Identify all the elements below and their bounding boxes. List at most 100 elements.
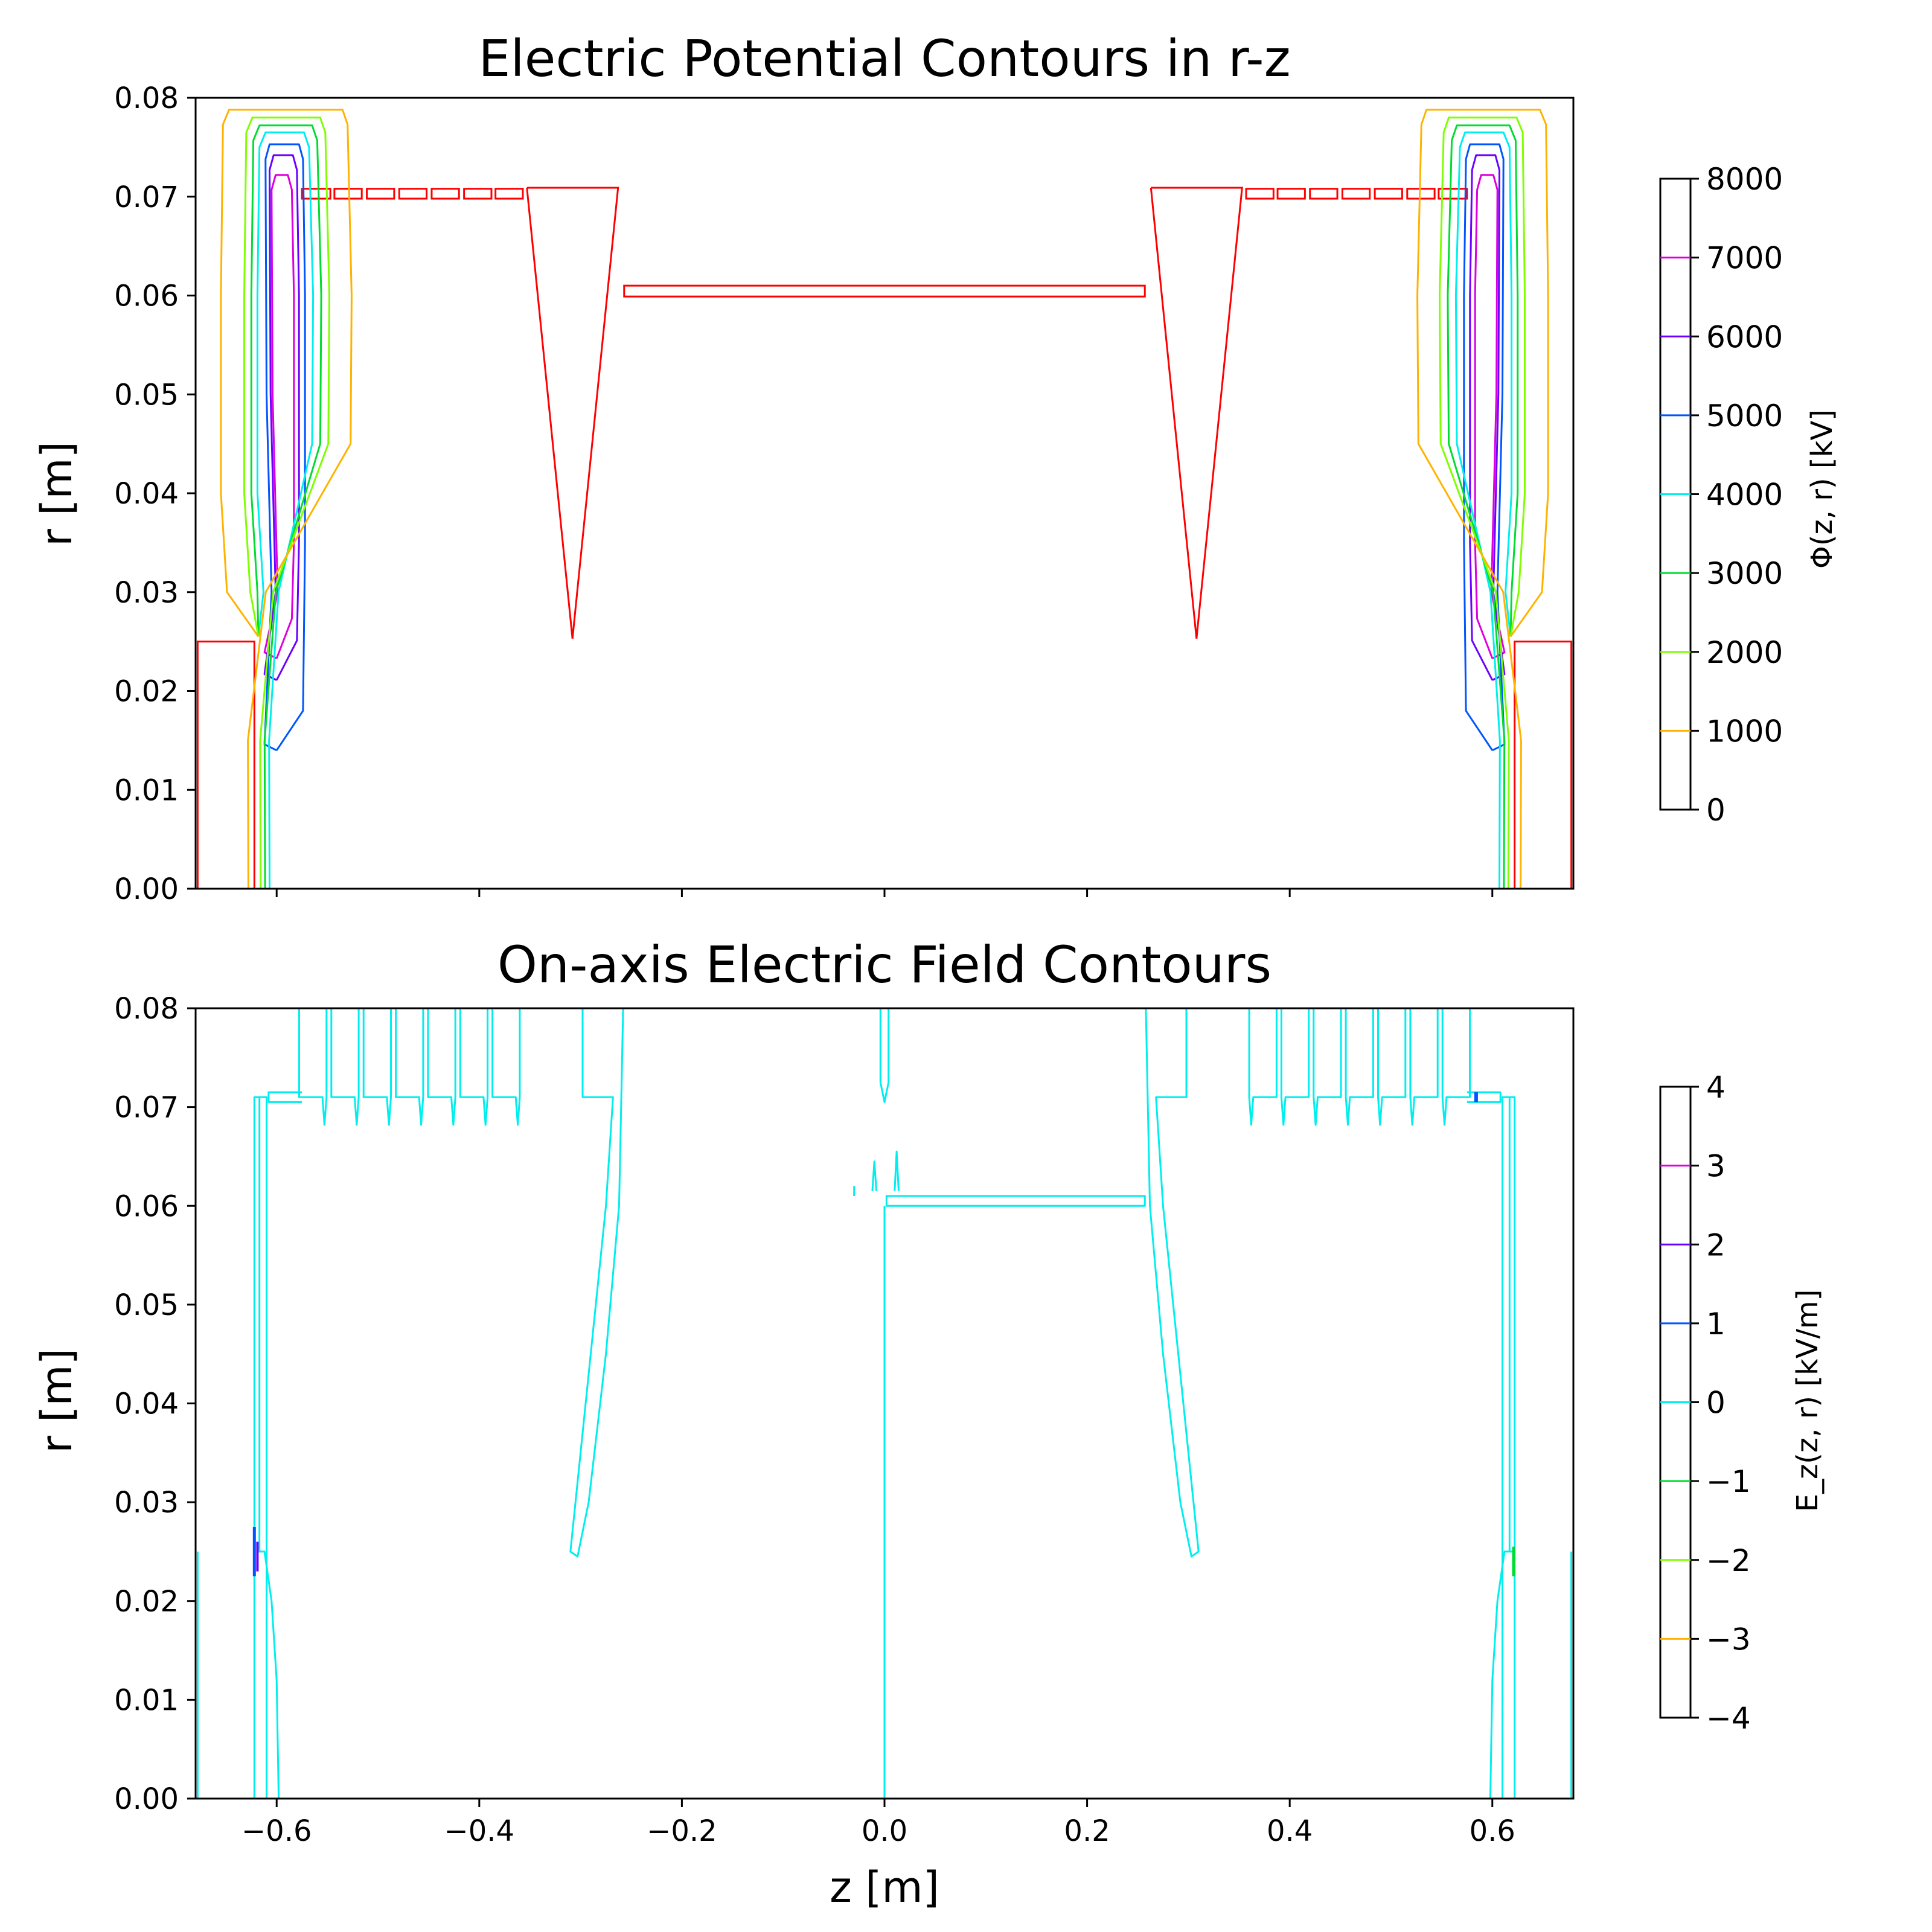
colorbar-tick-label: −2 [1706,1543,1751,1578]
ring-electrode [430,188,460,200]
colorbar-tick-label: 3 [1706,1149,1726,1184]
bottom-chart-title: On-axis Electric Field Contours [497,935,1271,994]
top-plot-area [196,109,1573,890]
field-contour-line [569,1008,624,1558]
field-contour-line [491,1008,521,1126]
potential-contour-line [220,109,353,889]
ring-electrode [301,188,331,200]
colorbar-tick-label: 6000 [1706,319,1783,354]
y-tick-label: 0.02 [114,1585,179,1619]
potential-contour-line [250,124,322,889]
x-tick-label: −0.2 [647,1814,717,1848]
field-contour-line [395,1008,424,1126]
potential-contour-line [1439,117,1526,889]
ring-electrode [1374,188,1403,200]
colorbar-tick-label: 3000 [1706,556,1783,591]
bottom-y-axis-label: r [m] [32,1348,82,1453]
ring-electrode [1276,188,1306,200]
colorbar-tick-label: 0 [1706,1386,1726,1421]
colorbar-tick-label: −4 [1706,1701,1751,1736]
top-panel: Electric Potential Contours in r-z 0.00 0… [32,29,1839,906]
top-colorbar-label: Φ(z, r) [kV] [1805,409,1839,569]
colorbar-tick-label: −1 [1706,1464,1751,1499]
colorbar-tick-label: 1000 [1706,714,1783,749]
field-contour-line [879,1008,890,1103]
y-tick-label: 0.05 [114,1288,179,1322]
colorbar-tick-label: 5000 [1706,398,1783,433]
field-contour-line [1345,1008,1374,1126]
field-contour-line [459,1008,489,1126]
field-contour-line [267,1091,302,1103]
x-tick-label: −0.4 [444,1814,515,1848]
ring-electrode [1341,188,1371,200]
y-tick-label: 0.06 [114,1189,179,1223]
field-contour-line [1502,1096,1516,1799]
colorbar-tick-label: 7000 [1706,241,1783,276]
field-contour-line [885,1195,1146,1207]
y-tick-label: 0.01 [114,773,179,807]
ring-electrode [398,188,428,200]
y-tick-label: 0.03 [114,576,179,610]
axes-frame [194,97,1575,890]
cone-electrode [1150,187,1243,639]
field-contour-line [871,1160,878,1191]
field-contour-line [1377,1008,1407,1126]
potential-contour-line [1469,154,1506,681]
colorbar-tick-label: 2 [1706,1227,1726,1262]
y-tick-label: 0.02 [114,675,179,709]
ring-electrode [1438,188,1468,200]
field-contour-line [256,1550,280,1799]
field-contour-line [1313,1008,1342,1126]
colorbar-tick-label: 8000 [1706,162,1783,197]
bottom-x-axis-label: z [m] [830,1863,939,1912]
y-tick-label: 0.08 [114,992,179,1026]
central-tube-electrode [623,284,1146,298]
colorbar-tick-label: 4 [1706,1070,1726,1105]
top-y-axis-label: r [m] [32,441,82,546]
colorbar-tick-label: 0 [1706,793,1726,828]
ring-electrode [1309,188,1339,200]
top-chart-title: Electric Potential Contours in r-z [478,29,1290,88]
end-electrode [1514,641,1573,890]
field-contour-line [1248,1008,1278,1126]
bottom-colorbar-label: E_z(z, r) [kV/m] [1791,1290,1825,1512]
end-electrode [196,641,255,890]
cone-electrode [526,187,619,639]
y-tick-label: 0.07 [114,181,179,214]
y-tick-label: 0.07 [114,1091,179,1125]
colorbar-tick-label: 2000 [1706,635,1783,670]
potential-contour-line [1447,124,1519,889]
y-tick-label: 0.04 [114,477,179,511]
y-tick-label: 0.00 [114,1782,179,1816]
x-tick-label: 0.6 [1470,1814,1515,1848]
y-tick-label: 0.00 [114,872,179,906]
bottom-plot-area [196,1008,1573,1799]
y-tick-label: 0.03 [114,1486,179,1520]
colorbar-tick-label: −3 [1706,1622,1751,1657]
field-contour-line [1280,1008,1310,1126]
potential-contour-line [263,154,300,681]
y-tick-label: 0.06 [114,280,179,313]
field-contour-line [1467,1091,1502,1103]
ring-electrode [1245,188,1275,200]
y-tick-label: 0.08 [114,82,179,115]
x-tick-label: −0.6 [242,1814,312,1848]
potential-contour-line [243,117,330,889]
ring-electrode [333,188,363,200]
x-tick-label: 0.4 [1267,1814,1313,1848]
colorbar-tick-label: 1 [1706,1307,1726,1342]
potential-contour-line [256,131,315,889]
field-contour-line [1409,1008,1439,1126]
field-contour-line [362,1008,392,1126]
field-contour-line [298,1008,328,1126]
colorbar-tick-label: 4000 [1706,478,1783,513]
y-tick-label: 0.04 [114,1387,179,1421]
ring-electrode [494,188,524,200]
ring-electrode [366,188,395,200]
field-contour-line [253,1096,267,1799]
top-colorbar: 0 1000 2000 3000 4000 5000 6000 7000 8000 [1659,162,1783,828]
ring-electrode [1406,188,1436,200]
bottom-colorbar: −4 −3 −2 −1 0 1 2 3 4 [1659,1070,1751,1736]
field-contour-line [1145,1008,1200,1558]
